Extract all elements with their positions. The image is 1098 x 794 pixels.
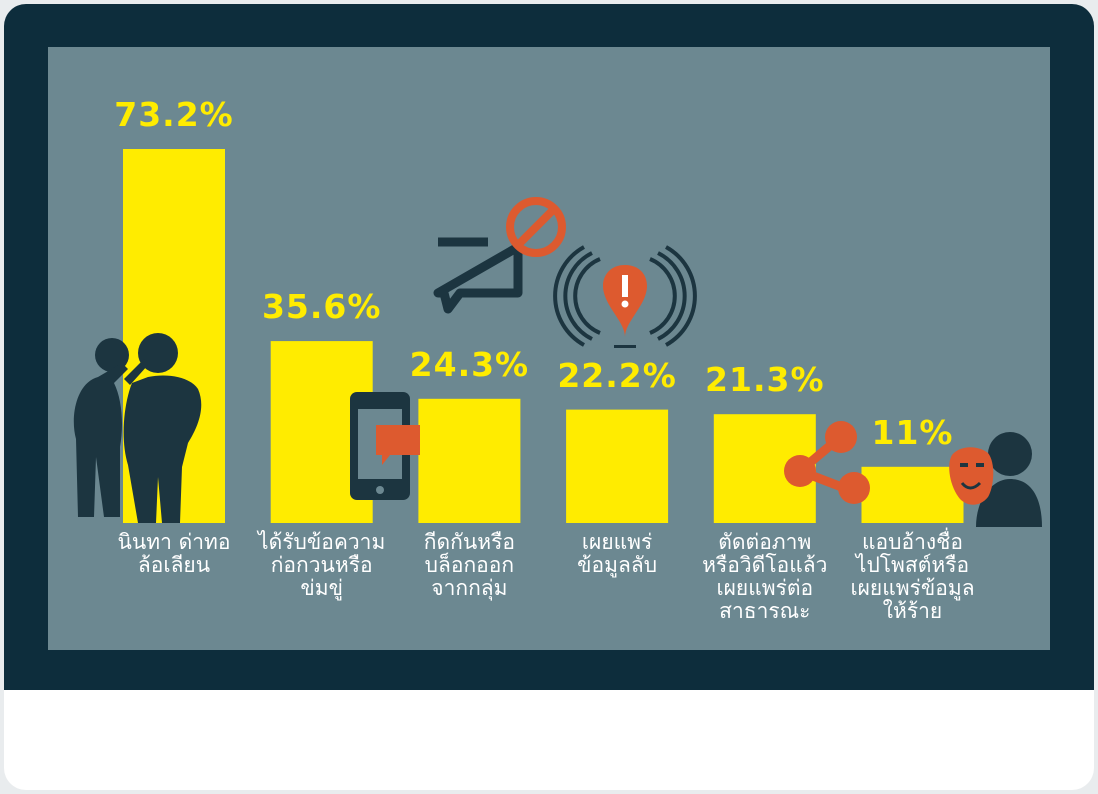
category-label: นินทา ด่าทอ ล้อเลียน bbox=[117, 530, 231, 577]
value-label: 11% bbox=[871, 412, 954, 452]
alert-broadcast-icon bbox=[553, 245, 697, 348]
value-label: 24.3% bbox=[409, 344, 530, 384]
value-label: 22.2% bbox=[557, 355, 677, 395]
category-label: ตัดต่อภาพ หรือวิดีโอแล้ว เผยแพร่ต่อ สาธา… bbox=[702, 530, 828, 623]
share-icon bbox=[784, 421, 870, 504]
mask-impersonation-icon bbox=[949, 432, 1042, 527]
value-label: 35.6% bbox=[261, 287, 382, 327]
blocked-chat-icon bbox=[433, 197, 566, 314]
bar-chart bbox=[73, 149, 1042, 527]
category-label: กีดกันหรือ บล็อกออก จากกลุ่ม bbox=[423, 530, 515, 600]
bar bbox=[418, 398, 521, 523]
value-label: 21.3% bbox=[705, 360, 825, 400]
chart-screen: 73.2% นินทา ด่าทอ ล้อเลียน 35.6% ได้รับข้อค… bbox=[48, 47, 1050, 650]
value-label: 73.2% bbox=[114, 95, 234, 134]
bar bbox=[566, 409, 669, 523]
infographic-frame: 73.2% นินทา ด่าทอ ล้อเลียน 35.6% ได้รับข้อค… bbox=[4, 4, 1094, 790]
category-label: ได้รับข้อความ ก่อกวนหรือ ข่มขู่ bbox=[258, 530, 386, 600]
bar bbox=[861, 466, 964, 523]
smartphone-message-icon bbox=[350, 392, 420, 500]
category-label: เผยแพร่ ข้อมูลลับ bbox=[577, 530, 658, 577]
gossiping-people-icon bbox=[73, 333, 202, 523]
category-label: แอบอ้างชื่อ ไปโพสต์หรือ เผยแพร่ข้อมูล ให… bbox=[850, 530, 975, 623]
